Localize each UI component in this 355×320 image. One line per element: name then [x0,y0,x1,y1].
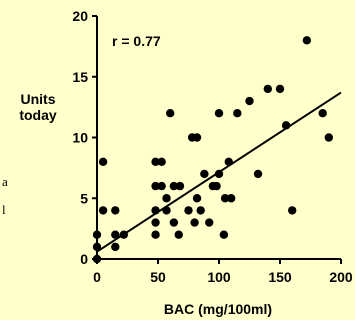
side-fragment-1: a [2,174,8,189]
data-point [245,96,254,106]
y-axis-title-line-2: today [19,107,57,123]
data-point [162,194,171,203]
data-point [169,218,179,227]
data-point [98,206,108,215]
data-point [324,133,333,142]
data-point [162,206,171,215]
y-tick-label: 20 [72,8,88,24]
data-point [92,254,102,264]
data-point [111,230,120,239]
x-axis-title: BAC (mg/100ml) [164,301,272,317]
data-point [151,206,160,215]
data-point [190,218,199,227]
data-point [151,157,160,166]
x-tick-label: 50 [150,269,166,285]
plot-frame [96,16,341,260]
x-tick-label: 150 [268,269,292,285]
x-tick-label: 200 [329,269,353,285]
y-tick-label: 15 [72,69,88,85]
data-point [175,181,185,191]
data-point [196,206,205,215]
data-point [119,230,129,239]
y-tick-label: 5 [80,190,88,206]
data-point [174,230,183,239]
correlation-annotation: r = 0.77 [112,33,161,49]
data-point [302,36,312,45]
x-axis-ticks: 0 50 100 150 200 [93,259,353,285]
data-point [224,157,233,166]
data-point [253,169,263,179]
data-point [192,194,202,203]
y-axis-title-line-1: Units [21,91,56,107]
data-point [169,181,179,191]
data-point [233,109,242,118]
data-point [275,84,285,94]
x-tick-label: 0 [93,269,101,285]
data-point [111,206,120,215]
data-point [214,109,224,118]
x-tick-label: 100 [207,269,231,285]
data-point [219,230,229,239]
data-point [98,157,108,166]
data-point [318,109,327,118]
data-point [281,121,291,130]
y-tick-label: 0 [80,251,88,267]
data-point [212,181,221,191]
data-point [263,84,272,94]
data-point [220,194,230,203]
data-point [111,242,120,252]
data-point [192,133,202,142]
y-axis-ticks: 0 5 10 15 20 [72,8,97,267]
side-fragment-2: l [2,202,6,217]
data-point [288,206,297,215]
data-point [151,181,160,191]
data-points [92,36,333,264]
data-point [227,194,236,203]
plot-area [97,16,341,259]
data-point [151,218,160,227]
data-point [200,169,209,179]
data-point [151,230,160,239]
data-point [157,181,166,191]
data-point [214,169,224,179]
data-point [205,218,214,227]
y-tick-label: 10 [72,130,88,146]
side-text-fragments: a l [2,174,8,217]
data-point [157,157,166,166]
data-point [92,230,102,239]
data-point [184,206,193,215]
data-point [92,242,102,252]
data-point [166,109,175,118]
